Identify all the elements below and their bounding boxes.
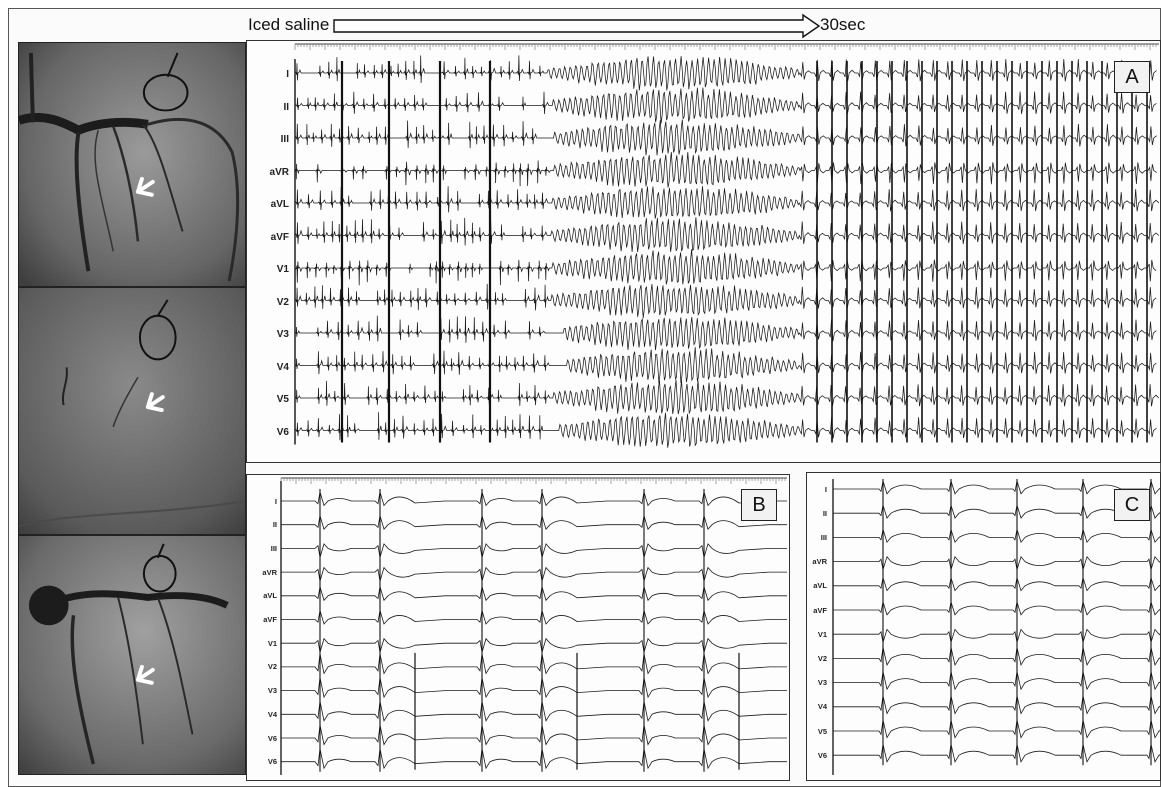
- lead-label-c: III: [820, 532, 827, 542]
- lead-label-b: V4: [267, 709, 277, 719]
- lead-label-b: V1: [267, 638, 277, 648]
- lead-label-b: II: [272, 520, 277, 530]
- white-arrow-icon: [135, 664, 155, 685]
- white-arrow-icon: [145, 392, 165, 412]
- lead-label-a: II: [283, 101, 289, 113]
- lead-label-c: V2: [817, 653, 827, 663]
- iced-saline-label: Iced saline: [248, 15, 330, 34]
- lead-label-a: aVR: [269, 166, 289, 178]
- lead-label-a: aVF: [270, 231, 289, 243]
- ecg-traces-a: [294, 43, 1160, 448]
- lead-label-b: V2: [267, 662, 277, 672]
- lead-label-b: V6: [267, 733, 277, 743]
- ecg-panel-b: I II III aVR aVL aVF V1 V2 V3 V4 V6 V6 B: [246, 474, 790, 781]
- ecg-panel-c: I II III aVR aVL aVF V1 V2 V3 V4 V5 V6 C: [806, 472, 1161, 781]
- lead-label-a: I: [286, 69, 289, 80]
- duration-label: 30sec: [820, 15, 866, 34]
- white-arrow-icon: [135, 176, 155, 197]
- lead-label-a: aVL: [270, 199, 289, 210]
- panel-label-b: B: [741, 489, 777, 521]
- lead-label-b: aVL: [263, 591, 277, 601]
- lead-label-c: aVR: [812, 557, 827, 567]
- lead-label-a: V1: [276, 264, 289, 275]
- lead-label-c: aVF: [813, 605, 827, 615]
- lead-label-b: aVR: [262, 567, 277, 577]
- lead-label-c: V6: [817, 750, 827, 760]
- lead-label-c: V4: [817, 702, 827, 712]
- lead-label-a: III: [280, 134, 289, 145]
- lead-label-b: V6: [267, 757, 277, 767]
- lead-label-a: V5: [276, 394, 289, 405]
- lead-label-a: V3: [276, 329, 289, 340]
- angiogram-bottom: [18, 535, 246, 775]
- ecg-traces-c: [832, 479, 1160, 775]
- angiogram-middle: [18, 287, 246, 535]
- lead-label-c: V3: [817, 678, 827, 688]
- lead-label-a: V6: [276, 426, 289, 438]
- lead-label-c: V5: [817, 726, 827, 736]
- ecg-panel-a: I II III aVR aVL aVF V1 V2 V3 V4 V5 V6 A: [246, 40, 1161, 463]
- lead-label-c: I: [824, 484, 827, 494]
- lead-label-b: I: [274, 496, 277, 506]
- angiogram-top: [18, 42, 246, 287]
- panel-label-a: A: [1114, 61, 1150, 93]
- lead-label-c: aVL: [813, 581, 827, 591]
- lead-label-b: aVF: [263, 615, 277, 624]
- lead-label-c: V1: [817, 629, 827, 639]
- ecg-traces-b: [280, 477, 787, 775]
- lead-label-c: II: [822, 508, 827, 518]
- lead-label-a: V2: [276, 296, 289, 308]
- panel-label-c: C: [1114, 489, 1150, 521]
- lead-label-b: III: [270, 543, 277, 553]
- duration-arrow-icon: [333, 13, 821, 39]
- lead-label-b: V3: [267, 686, 277, 696]
- lead-label-a: V4: [276, 361, 289, 373]
